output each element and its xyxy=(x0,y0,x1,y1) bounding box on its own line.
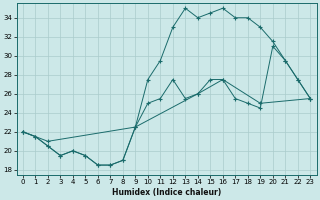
X-axis label: Humidex (Indice chaleur): Humidex (Indice chaleur) xyxy=(112,188,221,197)
